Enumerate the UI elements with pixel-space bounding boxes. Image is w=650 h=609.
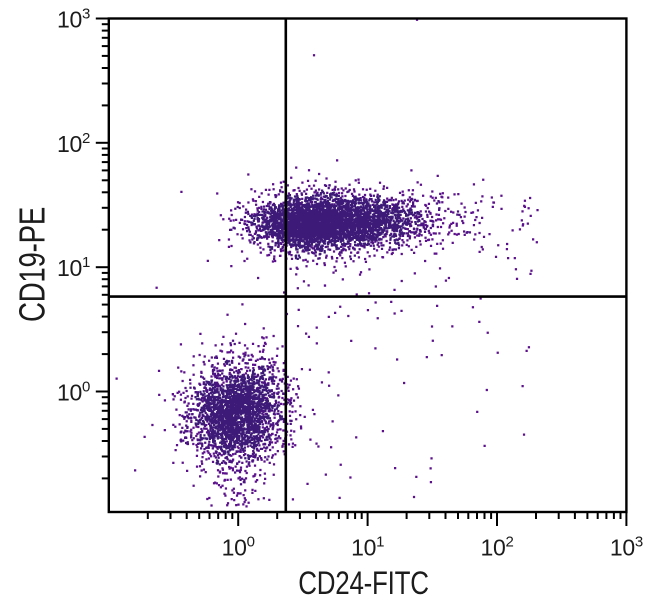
svg-text:CD19-PE: CD19-PE bbox=[12, 207, 53, 322]
svg-text:CD24-FITC: CD24-FITC bbox=[298, 565, 429, 601]
